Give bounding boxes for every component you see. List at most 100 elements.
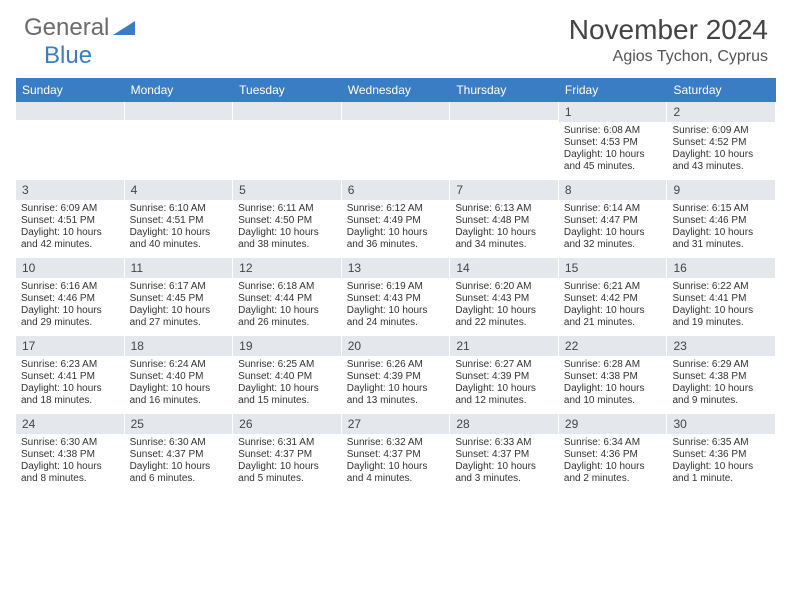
sunset-text: Sunset: 4:36 PM: [564, 449, 662, 461]
sunrise-text: Sunrise: 6:30 AM: [130, 437, 228, 449]
day-content: Sunrise: 6:11 AMSunset: 4:50 PMDaylight:…: [233, 200, 341, 256]
sunrise-text: Sunrise: 6:25 AM: [238, 359, 336, 371]
day-content: Sunrise: 6:15 AMSunset: 4:46 PMDaylight:…: [667, 200, 775, 256]
daylight-text: Daylight: 10 hours and 6 minutes.: [130, 461, 228, 485]
daylight-text: Daylight: 10 hours and 45 minutes.: [564, 149, 662, 173]
brand-part2: Blue: [44, 42, 92, 69]
day-number: 29: [559, 414, 667, 434]
day-number: 13: [342, 258, 450, 278]
sunrise-text: Sunrise: 6:14 AM: [564, 203, 662, 215]
day-content: Sunrise: 6:26 AMSunset: 4:39 PMDaylight:…: [342, 356, 450, 412]
daylight-text: Daylight: 10 hours and 31 minutes.: [672, 227, 770, 251]
day-number: 30: [667, 414, 775, 434]
day-cell: 24Sunrise: 6:30 AMSunset: 4:38 PMDayligh…: [16, 414, 125, 492]
daylight-text: Daylight: 10 hours and 40 minutes.: [130, 227, 228, 251]
sunrise-text: Sunrise: 6:21 AM: [564, 281, 662, 293]
daylight-text: Daylight: 10 hours and 24 minutes.: [347, 305, 445, 329]
month-title: November 2024: [569, 14, 768, 46]
calendar-grid: Sunday Monday Tuesday Wednesday Thursday…: [16, 78, 776, 492]
weekday-header: Wednesday: [342, 78, 451, 102]
day-number: [125, 102, 233, 120]
daylight-text: Daylight: 10 hours and 36 minutes.: [347, 227, 445, 251]
day-cell: 21Sunrise: 6:27 AMSunset: 4:39 PMDayligh…: [450, 336, 559, 414]
sunrise-text: Sunrise: 6:22 AM: [672, 281, 770, 293]
sunrise-text: Sunrise: 6:33 AM: [455, 437, 553, 449]
day-number: 8: [559, 180, 667, 200]
day-number: [342, 102, 450, 120]
day-content: Sunrise: 6:13 AMSunset: 4:48 PMDaylight:…: [450, 200, 558, 256]
day-cell: 22Sunrise: 6:28 AMSunset: 4:38 PMDayligh…: [559, 336, 668, 414]
day-number: [450, 102, 558, 120]
day-content: Sunrise: 6:30 AMSunset: 4:38 PMDaylight:…: [16, 434, 124, 490]
weekday-header: Thursday: [450, 78, 559, 102]
daylight-text: Daylight: 10 hours and 1 minute.: [672, 461, 770, 485]
daylight-text: Daylight: 10 hours and 19 minutes.: [672, 305, 770, 329]
week-row: 17Sunrise: 6:23 AMSunset: 4:41 PMDayligh…: [16, 336, 776, 414]
day-number: 20: [342, 336, 450, 356]
day-content: Sunrise: 6:21 AMSunset: 4:42 PMDaylight:…: [559, 278, 667, 334]
day-content: Sunrise: 6:18 AMSunset: 4:44 PMDaylight:…: [233, 278, 341, 334]
daylight-text: Daylight: 10 hours and 26 minutes.: [238, 305, 336, 329]
day-cell: 9Sunrise: 6:15 AMSunset: 4:46 PMDaylight…: [667, 180, 776, 258]
week-row: 10Sunrise: 6:16 AMSunset: 4:46 PMDayligh…: [16, 258, 776, 336]
day-number: 3: [16, 180, 124, 200]
sunset-text: Sunset: 4:48 PM: [455, 215, 553, 227]
day-content: Sunrise: 6:14 AMSunset: 4:47 PMDaylight:…: [559, 200, 667, 256]
day-content: Sunrise: 6:29 AMSunset: 4:38 PMDaylight:…: [667, 356, 775, 412]
day-content: Sunrise: 6:09 AMSunset: 4:52 PMDaylight:…: [667, 122, 775, 178]
sunset-text: Sunset: 4:49 PM: [347, 215, 445, 227]
daylight-text: Daylight: 10 hours and 3 minutes.: [455, 461, 553, 485]
week-row: 24Sunrise: 6:30 AMSunset: 4:38 PMDayligh…: [16, 414, 776, 492]
day-number: 10: [16, 258, 124, 278]
sunset-text: Sunset: 4:37 PM: [455, 449, 553, 461]
daylight-text: Daylight: 10 hours and 12 minutes.: [455, 383, 553, 407]
day-cell: [16, 102, 125, 180]
weekday-header: Saturday: [667, 78, 776, 102]
location-label: Agios Tychon, Cyprus: [569, 48, 768, 66]
day-number: 19: [233, 336, 341, 356]
day-cell: 28 Sunrise: 6:33 AMSunset: 4:37 PMDayligh…: [450, 414, 559, 492]
daylight-text: Daylight: 10 hours and 9 minutes.: [672, 383, 770, 407]
sunrise-text: Sunrise: 6:09 AM: [672, 125, 770, 137]
day-content: Sunrise: 6:19 AMSunset: 4:43 PMDaylight:…: [342, 278, 450, 334]
sunrise-text: Sunrise: 6:23 AM: [21, 359, 119, 371]
sunrise-text: Sunrise: 6:30 AM: [21, 437, 119, 449]
daylight-text: Daylight: 10 hours and 42 minutes.: [21, 227, 119, 251]
day-content: Sunrise: 6:31 AMSunset: 4:37 PMDaylight:…: [233, 434, 341, 490]
day-content: Sunrise: 6:34 AMSunset: 4:36 PMDaylight:…: [559, 434, 667, 490]
day-cell: 20Sunrise: 6:26 AMSunset: 4:39 PMDayligh…: [342, 336, 451, 414]
day-content: Sunrise: 6:32 AMSunset: 4:37 PMDaylight:…: [342, 434, 450, 490]
sunset-text: Sunset: 4:43 PM: [455, 293, 553, 305]
title-block: November 2024 Agios Tychon, Cyprus: [569, 14, 768, 66]
day-number: 14: [450, 258, 558, 278]
sunrise-text: Sunrise: 6:13 AM: [455, 203, 553, 215]
weekday-header: Tuesday: [233, 78, 342, 102]
daylight-text: Daylight: 10 hours and 2 minutes.: [564, 461, 662, 485]
day-number: 2: [667, 102, 775, 122]
day-cell: [450, 102, 559, 180]
day-content: Sunrise: 6:25 AMSunset: 4:40 PMDaylight:…: [233, 356, 341, 412]
week-row: 3Sunrise: 6:09 AMSunset: 4:51 PMDaylight…: [16, 180, 776, 258]
day-number: 1: [559, 102, 667, 122]
day-cell: [342, 102, 451, 180]
sunset-text: Sunset: 4:41 PM: [672, 293, 770, 305]
sunset-text: Sunset: 4:42 PM: [564, 293, 662, 305]
sunset-text: Sunset: 4:39 PM: [455, 371, 553, 383]
day-content: [450, 120, 558, 128]
day-content: Sunrise: 6:16 AMSunset: 4:46 PMDaylight:…: [16, 278, 124, 334]
day-number: 27: [342, 414, 450, 434]
day-number: 26: [233, 414, 341, 434]
day-number: 9: [667, 180, 775, 200]
weekday-header: Sunday: [16, 78, 125, 102]
daylight-text: Daylight: 10 hours and 38 minutes.: [238, 227, 336, 251]
sunset-text: Sunset: 4:37 PM: [238, 449, 336, 461]
weekday-header: Friday: [559, 78, 668, 102]
day-content: [125, 120, 233, 128]
sunrise-text: Sunrise: 6:19 AM: [347, 281, 445, 293]
day-number: 28: [450, 414, 558, 434]
day-content: Sunrise: 6:35 AMSunset: 4:36 PMDaylight:…: [667, 434, 775, 490]
daylight-text: Daylight: 10 hours and 43 minutes.: [672, 149, 770, 173]
sunrise-text: Sunrise: 6:09 AM: [21, 203, 119, 215]
sunset-text: Sunset: 4:38 PM: [564, 371, 662, 383]
day-content: Sunrise: 6:27 AMSunset: 4:39 PMDaylight:…: [450, 356, 558, 412]
